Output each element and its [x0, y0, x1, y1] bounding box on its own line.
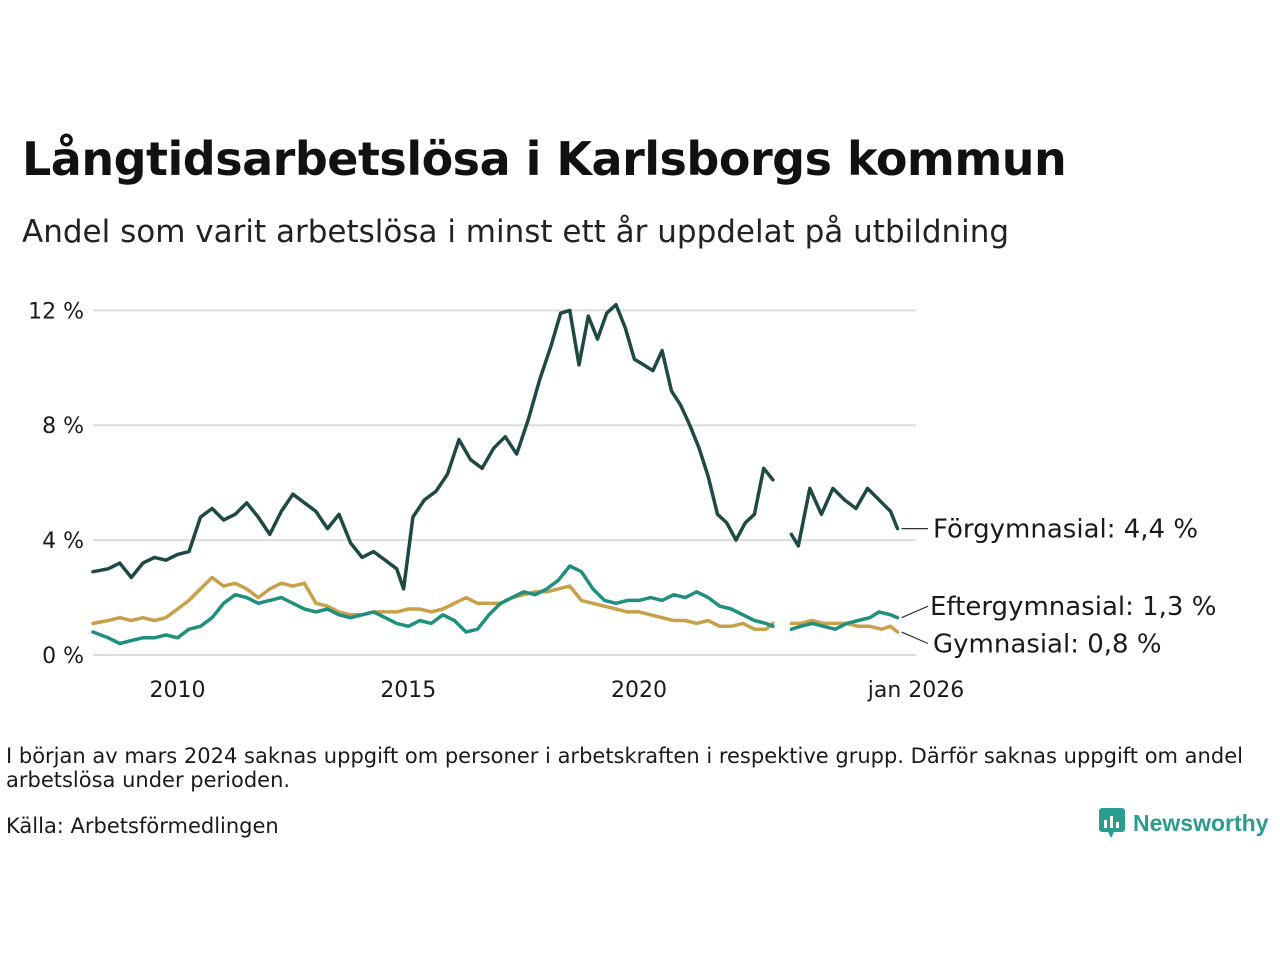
- series-line-eftergymnasial: [91, 564, 775, 646]
- label-leader-line: [901, 631, 929, 645]
- source-credit: Källa: Arbetsförmedlingen: [6, 814, 279, 838]
- x-tick-label: 2020: [611, 678, 667, 703]
- newsworthy-logo-icon: [1099, 808, 1125, 838]
- chart-subtitle: Andel som varit arbetslösa i minst ett å…: [22, 214, 1010, 250]
- series-lines: [91, 302, 900, 646]
- x-tick-label: 2010: [149, 678, 205, 703]
- series-end-label: Förgymnasial: 4,4 %: [933, 515, 1198, 545]
- y-tick-label: 4 %: [42, 529, 84, 554]
- y-tick-label: 12 %: [28, 299, 84, 324]
- y-tick-label: 0 %: [42, 644, 84, 669]
- line-chart: 0 % 4 % 8 % 12 % 2010 2015 2020 jan 2026 Förgy…: [28, 299, 1216, 703]
- y-tick-label: 8 %: [42, 414, 84, 439]
- series-line-förgymnasial-after-gap: [789, 486, 900, 548]
- series-end-label: Gymnasial: 0,8 %: [933, 630, 1162, 660]
- series-labels: Förgymnasial: 4,4 % Eftergymnasial: 1,3 %…: [901, 515, 1216, 660]
- footnote: I början av mars 2024 saknas uppgift om …: [6, 744, 1243, 792]
- x-axis: 2010 2015 2020 jan 2026: [149, 678, 964, 703]
- newsworthy-logo-text: Newsworthy: [1133, 809, 1269, 836]
- series-line-förgymnasial: [91, 302, 775, 591]
- series-line-gymnasial: [91, 575, 775, 631]
- x-tick-label: 2015: [380, 678, 436, 703]
- x-tick-label: jan 2026: [867, 678, 965, 703]
- series-line-eftergymnasial-after-gap: [789, 610, 900, 631]
- gridlines: [93, 309, 916, 656]
- newsworthy-logo[interactable]: Newsworthy: [1099, 808, 1268, 838]
- y-axis: 0 % 4 % 8 % 12 %: [28, 299, 84, 669]
- chart-title: Långtidsarbetslösa i Karlsborgs kommun: [22, 132, 1067, 186]
- series-end-label: Eftergymnasial: 1,3 %: [930, 592, 1216, 622]
- label-leader-line: [901, 605, 929, 619]
